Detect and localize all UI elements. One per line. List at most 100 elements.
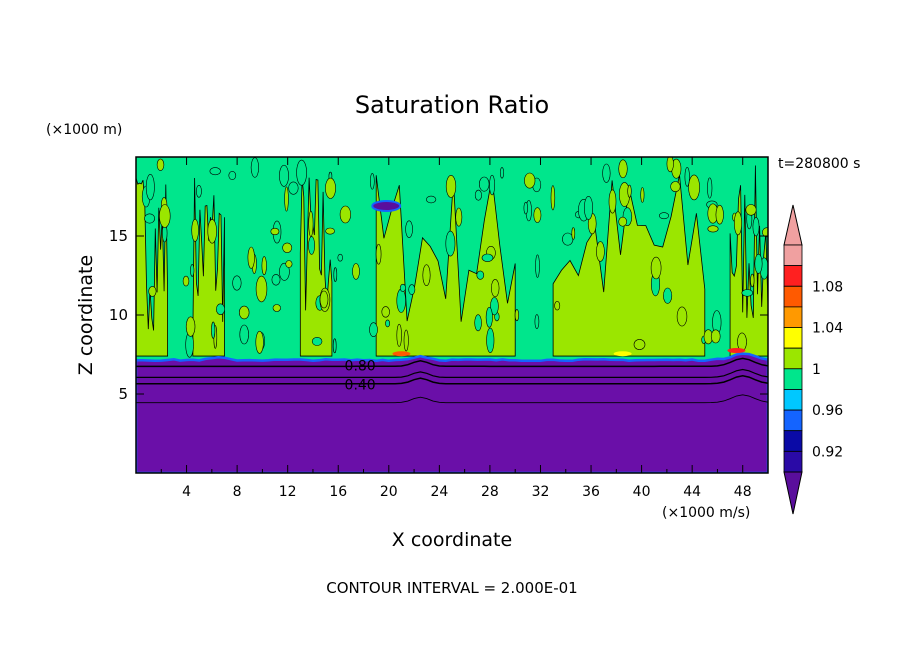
cloud-patch xyxy=(750,273,755,288)
x-tick-label: 20 xyxy=(380,484,398,500)
cloud-patch xyxy=(489,174,495,196)
cloud-patch xyxy=(476,270,485,280)
x-tick-label: 44 xyxy=(683,484,701,500)
cloud-patch xyxy=(676,306,688,327)
cloud-patch xyxy=(514,309,520,322)
cloud-patch xyxy=(650,256,662,280)
x-tick-label: 48 xyxy=(734,484,752,500)
contour-line xyxy=(136,394,768,404)
cloud-patch xyxy=(408,284,416,295)
x-tick-label: 36 xyxy=(582,484,600,500)
x-tick-label: 24 xyxy=(430,484,448,500)
cloud-patch xyxy=(396,323,402,347)
contour-label: 0.40 xyxy=(345,378,376,394)
y-axis-label: Z coordinate xyxy=(75,255,97,375)
cloud-patch xyxy=(337,253,343,262)
cloud-patch xyxy=(445,174,457,198)
cloud-patch xyxy=(608,189,617,214)
cloud-patch xyxy=(762,227,768,238)
cloud-patch xyxy=(333,267,338,282)
cloud-patch xyxy=(325,227,335,235)
cloud-patch xyxy=(733,211,742,236)
contour-line xyxy=(136,368,768,378)
cloud-patch xyxy=(396,288,406,313)
colorbar-swatch xyxy=(783,409,803,432)
cloud-patch xyxy=(385,319,390,328)
cloud-patch xyxy=(399,283,406,292)
cloud-patch xyxy=(403,329,409,352)
peak-patch xyxy=(392,351,411,357)
cloud-patch xyxy=(479,176,490,192)
contour-line xyxy=(136,375,768,385)
contour-lines xyxy=(136,357,768,404)
colorbar-min-triangle xyxy=(783,471,803,515)
contour-line xyxy=(136,357,768,368)
cloud-patch xyxy=(191,218,199,242)
dry-pocket xyxy=(371,199,402,212)
cloud-patch xyxy=(182,275,190,287)
cloud-patch xyxy=(211,321,216,339)
cloud-patch xyxy=(296,159,307,186)
colorbar-swatch xyxy=(783,265,803,287)
cloud-patch xyxy=(627,184,632,198)
cloud-patch xyxy=(534,314,540,329)
cloud-patch xyxy=(583,195,593,220)
colorbar-label: 0.92 xyxy=(812,444,843,460)
cloud-patch xyxy=(352,263,360,280)
cloud-patch xyxy=(633,339,646,350)
cloud-patch xyxy=(670,181,681,192)
x-tick-label: 12 xyxy=(279,484,297,500)
y-unit-label: (×1000 m) xyxy=(46,122,122,138)
cloud-patch xyxy=(640,187,645,203)
contour-label: 0.80 xyxy=(345,359,376,375)
colorbar-label: 1.08 xyxy=(812,279,843,295)
cloud-patch xyxy=(311,336,323,346)
cloud-patch xyxy=(369,173,375,190)
cloud-patch xyxy=(550,185,556,211)
cloud-patch xyxy=(195,185,202,198)
cloud-patch xyxy=(250,157,259,178)
cloud-patch xyxy=(369,322,378,338)
cloud-patch xyxy=(684,167,690,187)
cloud-patch xyxy=(562,232,574,246)
colorbar: 0.92 0.96 1 1.04 1.08 xyxy=(783,204,843,515)
cloud-patch xyxy=(375,243,382,265)
cloud-patch xyxy=(319,290,329,309)
cloud-patch xyxy=(455,207,463,227)
cloud-patch xyxy=(381,306,390,318)
cloud-patch xyxy=(405,220,413,238)
chart-title: Saturation Ratio xyxy=(355,91,549,119)
cloud-patch xyxy=(481,253,494,262)
plot-field xyxy=(136,157,768,473)
colorbar-swatch xyxy=(783,368,803,390)
colorbar-swatch xyxy=(783,347,803,370)
cloud-patch xyxy=(745,204,757,216)
cloud-patch xyxy=(272,304,281,312)
cloud-patch xyxy=(332,338,337,354)
cloud-patch xyxy=(144,213,155,224)
cloud-patch xyxy=(159,204,171,228)
cloud-patch xyxy=(232,275,242,291)
cloud-patch xyxy=(288,181,299,195)
cloud-patch xyxy=(715,204,724,225)
colorbar-swatch xyxy=(783,389,803,411)
cloud-patch xyxy=(282,242,293,254)
colorbar-label: 1 xyxy=(812,362,821,378)
cloud-patch xyxy=(618,159,628,179)
x-tick-label: 32 xyxy=(532,484,550,500)
colorbar-swatch xyxy=(783,450,803,473)
cloud-patch xyxy=(658,212,669,220)
cloud-patch xyxy=(688,174,700,201)
cloud-patch xyxy=(535,254,540,278)
cloud-patch xyxy=(239,305,250,320)
x-tick-label: 8 xyxy=(233,484,242,500)
colorbar-swatch xyxy=(783,430,803,452)
cloud-patch xyxy=(710,329,721,344)
x-axis: 4 8 12 16 20 24 28 32 36 40 44 48 xyxy=(160,157,752,500)
cloud-patch xyxy=(707,177,713,199)
cloud-patch xyxy=(255,330,264,354)
colorbar-swatch xyxy=(783,327,803,349)
cloud-patch xyxy=(207,219,217,244)
cloud-patch xyxy=(325,177,336,199)
y-tick-label: 10 xyxy=(109,306,128,324)
